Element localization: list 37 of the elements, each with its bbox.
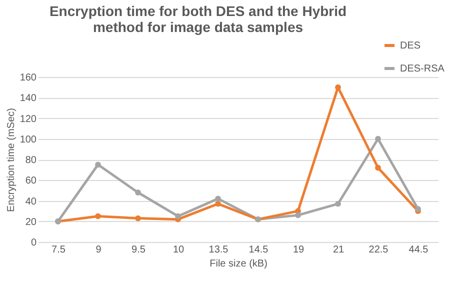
- point: [95, 213, 101, 220]
- x-tick-label: 44.5: [408, 244, 429, 256]
- x-axis-title: File size (kB): [210, 258, 268, 270]
- x-tick-label: 9: [96, 244, 102, 256]
- point: [215, 196, 221, 202]
- y-axis-title: Encryption time (mSec): [6, 108, 17, 212]
- x-tick-label: 14.5: [248, 244, 269, 256]
- x-tick-label: 22.5: [368, 244, 389, 256]
- y-tick-label: 140: [20, 93, 37, 104]
- point: [375, 136, 381, 142]
- point: [175, 213, 181, 220]
- point: [95, 162, 101, 168]
- point: [375, 164, 381, 171]
- legend-label: DES-RSA: [400, 64, 445, 74]
- text: method for image data samples: [92, 19, 304, 35]
- y-tick-label: 20: [25, 216, 37, 228]
- y-tick-label: 120: [20, 114, 37, 125]
- y-tick-label: 60: [25, 176, 37, 187]
- point: [295, 212, 301, 218]
- point: [135, 190, 141, 196]
- point: [335, 200, 341, 207]
- x-tick-label: 9.5: [132, 244, 146, 256]
- x-tick-label: 7.5: [52, 244, 66, 256]
- y-tick-label: 100: [20, 134, 37, 146]
- x-tick-label: 21: [332, 244, 344, 256]
- text: Encryption time for both DES and the Hybrid: [49, 3, 347, 19]
- legend-label: DES: [400, 40, 421, 52]
- point: [135, 215, 141, 222]
- x-tick-label: 13.5: [208, 244, 229, 256]
- y-tick-label: 80: [25, 155, 37, 166]
- point: [215, 200, 221, 207]
- y-tick-label: 160: [20, 72, 37, 84]
- y-tick-label: 40: [25, 196, 37, 208]
- y-tick-label: 0: [30, 238, 37, 248]
- x-tick-label: 10: [172, 244, 184, 256]
- x-tick-label: 19: [292, 244, 304, 256]
- point: [415, 206, 421, 212]
